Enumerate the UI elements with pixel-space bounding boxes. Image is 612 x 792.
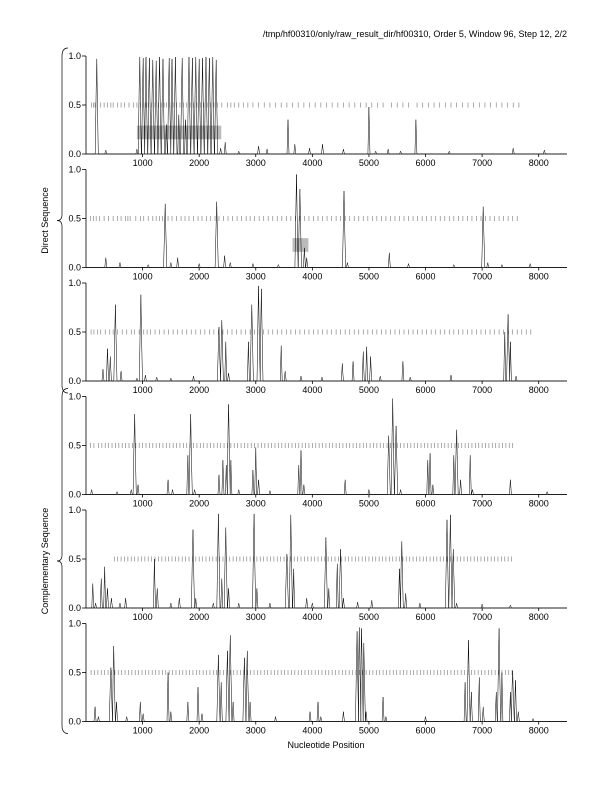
x-tick-label: 1000 <box>133 158 153 168</box>
x-tick-label: 3000 <box>246 726 266 736</box>
x-tick-label: 2000 <box>189 612 209 622</box>
x-tick-label: 4000 <box>302 726 322 736</box>
panel-complementary-frame-3: 0.0 0.5 1.0 1000 2000 3000 4000 5000 6000 7000 800… <box>68 619 567 736</box>
x-tick-label: 7000 <box>472 726 492 736</box>
group-brace <box>56 388 69 734</box>
score-trace <box>86 56 567 155</box>
x-tick-label: 3000 <box>246 499 266 509</box>
y-tick-label: 0.0 <box>68 490 81 500</box>
x-tick-label: 7000 <box>472 612 492 622</box>
panels-container: 0.0 0.5 1.0 1000 2000 3000 4000 5000 6000 7000 800… <box>68 51 567 736</box>
x-tick-label: 7000 <box>472 385 492 395</box>
x-tick-label: 6000 <box>416 158 436 168</box>
y-tick-label: 0.5 <box>68 100 81 110</box>
x-tick-label: 2000 <box>189 272 209 282</box>
x-tick-label: 8000 <box>529 158 549 168</box>
x-tick-label: 4000 <box>302 385 322 395</box>
x-tick-label: 8000 <box>529 499 549 509</box>
x-tick-label: 6000 <box>416 385 436 395</box>
y-tick-label: 0.5 <box>68 327 81 337</box>
y-tick-label: 0.0 <box>68 717 81 727</box>
x-tick-label: 1000 <box>133 726 153 736</box>
x-tick-label: 6000 <box>416 499 436 509</box>
x-tick-label: 8000 <box>529 385 549 395</box>
group-brace <box>56 47 69 394</box>
x-tick-label: 2000 <box>189 726 209 736</box>
x-tick-label: 3000 <box>246 158 266 168</box>
x-tick-label: 2000 <box>189 385 209 395</box>
panel-direct-frame-3: 0.0 0.5 1.0 1000 2000 3000 4000 5000 6000 7000 800… <box>68 278 567 395</box>
panel-direct-frame-1: 0.0 0.5 1.0 1000 2000 3000 4000 5000 6000 7000 800… <box>68 51 567 168</box>
x-tick-label: 7000 <box>472 499 492 509</box>
x-tick-label: 6000 <box>416 272 436 282</box>
x-tick-label: 8000 <box>529 726 549 736</box>
x-tick-label: 6000 <box>416 612 436 622</box>
y-tick-label: 0.0 <box>68 376 81 386</box>
x-tick-label: 4000 <box>302 499 322 509</box>
panel-direct-frame-2: 0.0 0.5 1.0 1000 2000 3000 4000 5000 6000 7000 800… <box>68 165 567 282</box>
x-tick-label: 8000 <box>529 272 549 282</box>
x-axis-label: Nucleotide Position <box>287 740 364 750</box>
score-trace <box>86 627 567 722</box>
y-tick-label: 0.5 <box>68 441 81 451</box>
y-tick-label: 0.0 <box>68 263 81 273</box>
x-tick-label: 3000 <box>246 272 266 282</box>
x-tick-label: 5000 <box>359 158 379 168</box>
x-tick-label: 6000 <box>416 726 436 736</box>
x-tick-label: 8000 <box>529 612 549 622</box>
x-tick-label: 7000 <box>472 272 492 282</box>
chart-title: /tmp/hf00310/only/raw_result_dir/hf00310… <box>263 29 567 39</box>
score-trace <box>86 398 567 495</box>
panel-complementary-frame-1: 0.0 0.5 1.0 1000 2000 3000 4000 5000 6000 7000 800… <box>68 392 567 509</box>
y-tick-label: 0.0 <box>68 149 81 159</box>
x-tick-label: 4000 <box>302 272 322 282</box>
x-tick-label: 7000 <box>472 158 492 168</box>
x-tick-label: 3000 <box>246 385 266 395</box>
y-tick-label: 1.0 <box>68 51 81 61</box>
x-tick-label: 1000 <box>133 612 153 622</box>
group-braces: Direct Sequence Complementary Sequence <box>40 47 69 734</box>
x-tick-label: 4000 <box>302 158 322 168</box>
x-tick-label: 3000 <box>246 612 266 622</box>
x-tick-label: 2000 <box>189 158 209 168</box>
y-tick-label: 1.0 <box>68 278 81 288</box>
y-tick-label: 1.0 <box>68 619 81 629</box>
x-tick-label: 1000 <box>133 499 153 509</box>
shaded-region <box>292 238 309 252</box>
group-label: Complementary Sequence <box>40 508 50 615</box>
score-trace <box>86 513 567 609</box>
y-tick-label: 1.0 <box>68 165 81 175</box>
x-tick-label: 5000 <box>359 726 379 736</box>
group-label: Direct Sequence <box>40 187 50 254</box>
x-tick-label: 5000 <box>359 272 379 282</box>
y-tick-label: 0.5 <box>68 214 81 224</box>
x-tick-label: 5000 <box>359 385 379 395</box>
y-tick-label: 0.5 <box>68 668 81 678</box>
y-tick-label: 0.0 <box>68 603 81 613</box>
y-tick-label: 1.0 <box>68 505 81 515</box>
y-tick-label: 1.0 <box>68 392 81 402</box>
panel-complementary-frame-2: 0.0 0.5 1.0 1000 2000 3000 4000 5000 6000 7000 800… <box>68 505 567 622</box>
y-tick-label: 0.5 <box>68 554 81 564</box>
x-tick-label: 1000 <box>133 385 153 395</box>
x-tick-label: 5000 <box>359 612 379 622</box>
x-tick-label: 2000 <box>189 499 209 509</box>
x-tick-label: 1000 <box>133 272 153 282</box>
x-tick-label: 5000 <box>359 499 379 509</box>
x-tick-label: 4000 <box>302 612 322 622</box>
